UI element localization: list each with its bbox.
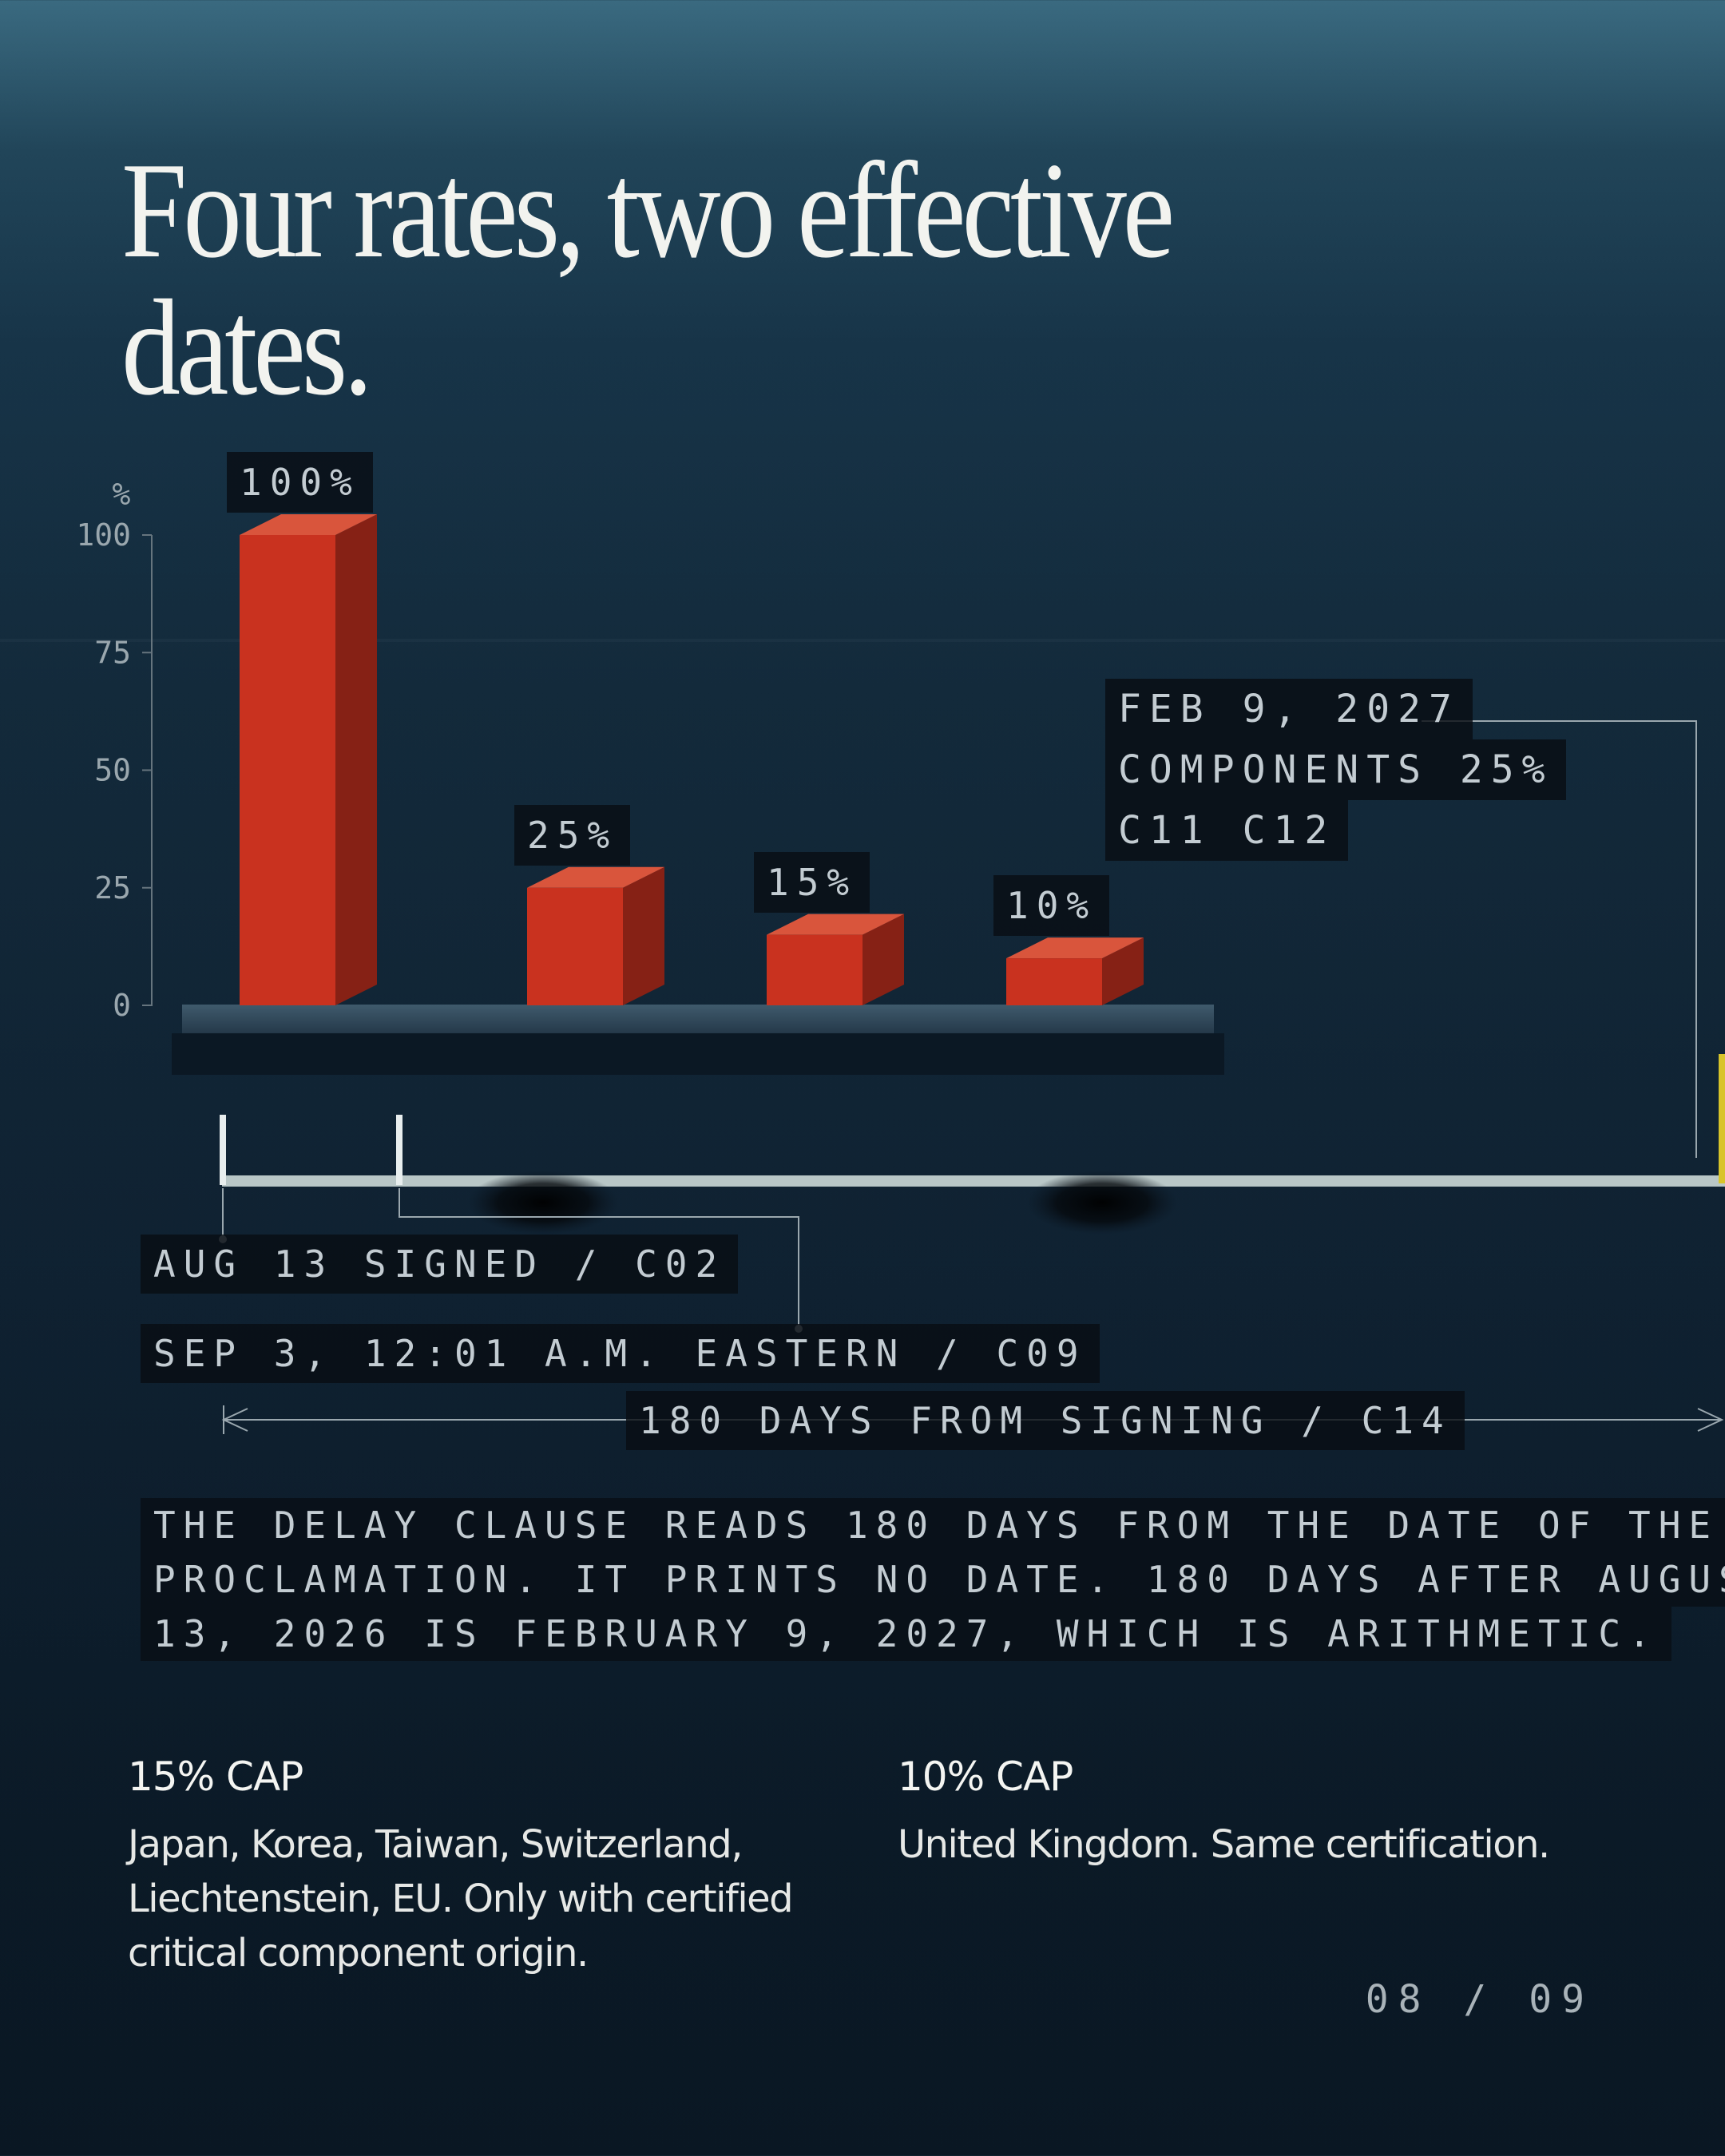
timeline [219,720,1725,1434]
effective-tick [396,1115,402,1185]
signed-label: AUG 13 SIGNED / C02 [141,1235,739,1294]
effective-label: SEP 3, 12:01 A.M. EASTERN / C09 [141,1324,1100,1383]
cap-15-title: 15% CAP [128,1754,303,1800]
timeline-bar [222,1175,1725,1187]
y-tick-label: 75 [94,635,131,670]
delay-span-label: 180 DAYS FROM SIGNING / C14 [626,1391,1465,1450]
bar-data-label: 100% [227,452,373,513]
cap-10-text: United Kingdom. Same certification. [898,1822,1550,1867]
callout-components: COMPONENTS 25% [1105,739,1566,800]
note-line: THE DELAY CLAUSE READS 180 DAYS FROM THE… [141,1498,1725,1552]
y-tick-label: 25 [94,870,131,906]
chart-platform [182,1005,1214,1033]
note-line: 13, 2026 IS FEBRUARY 9, 2027, WHICH IS A… [141,1607,1671,1661]
y-axis: 0 25 50 75 100 [76,517,153,1023]
y-tick-label: 100 [76,517,131,553]
bar [767,914,904,1005]
timeline-shadow [1026,1171,1178,1235]
cap-15-text: Japan, Korea, Taiwan, Switzerland, Liech… [128,1822,794,1976]
bar-data-label: 15% [754,851,870,913]
timeline-shadow [467,1171,619,1235]
y-axis-label: % [113,477,131,512]
bar [527,866,664,1005]
bar [240,514,377,1005]
page-title: Four rates, two effective dates. [121,135,1175,424]
page-number: 08 / 09 [1365,1977,1594,2022]
chart-platform-shadow [172,1033,1224,1075]
deadline-tick [1719,1054,1725,1183]
bar [1006,937,1144,1005]
bar-data-label: 25% [514,804,631,866]
bar-data-label: 10% [993,875,1110,937]
callout-codes: C11 C12 [1105,800,1349,861]
note-line: PROCLAMATION. IT PRINTS NO DATE. 180 DAY… [141,1552,1725,1607]
cap-10-title: 10% CAP [898,1754,1073,1800]
signed-tick [220,1115,226,1185]
callout-date: FEB 9, 2027 [1105,679,1473,739]
delay-clause-note: THE DELAY CLAUSE READS 180 DAYS FROM THE… [141,1498,1725,1661]
y-tick-label: 50 [94,753,131,788]
y-tick-label: 0 [113,988,131,1023]
